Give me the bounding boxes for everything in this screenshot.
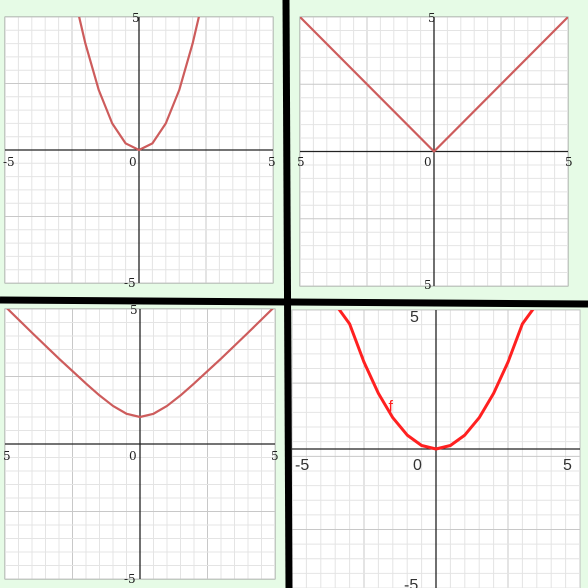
- x-tick-label: 5: [271, 449, 279, 463]
- series-line-1: [6, 309, 274, 419]
- x-tick-label: 5: [3, 449, 11, 463]
- y-tick-label: 5: [410, 309, 419, 326]
- x-tick-label: 0: [413, 457, 422, 474]
- y-tick-label: 5: [130, 303, 138, 317]
- chart-panel-3: 5 0 5 5 -5: [3, 303, 279, 586]
- vertical-divider: [282, 0, 293, 588]
- y-tick-label: 5: [424, 278, 432, 292]
- chart-panel-4: f -5 0 5 5 -5: [291, 309, 581, 588]
- series-line-1: [78, 17, 200, 152]
- series-line-1: [300, 17, 568, 153]
- horizontal-divider: [0, 296, 588, 308]
- x-tick-label: 5: [268, 155, 276, 169]
- x-tick-label: 0: [424, 155, 432, 169]
- y-tick-label: 5: [132, 11, 140, 25]
- x-tick-label: 5: [297, 155, 305, 169]
- x-tick-label: 0: [129, 449, 137, 463]
- y-tick-label: -5: [124, 276, 136, 290]
- series-label: f: [388, 398, 393, 415]
- chart-panel-2: 5 0 5 5 5: [297, 11, 573, 292]
- y-tick-label: -5: [124, 572, 136, 586]
- y-tick-label: 5: [428, 11, 436, 25]
- series-line-1: [337, 310, 535, 451]
- x-tick-label: -5: [3, 155, 15, 169]
- chart-panel-1: -5 0 5 5 -5: [3, 11, 276, 290]
- x-tick-label: 5: [563, 457, 572, 474]
- x-tick-label: 0: [129, 155, 137, 169]
- x-tick-label: 5: [565, 155, 573, 169]
- x-tick-label: -5: [295, 457, 309, 474]
- y-tick-label: -5: [404, 577, 418, 588]
